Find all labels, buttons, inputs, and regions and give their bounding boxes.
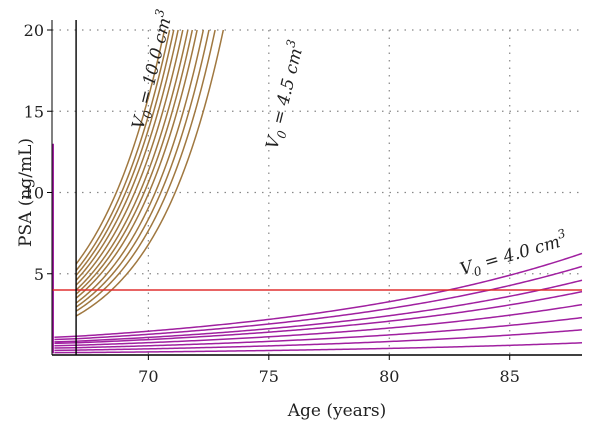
- brown-curve-v0-9.5: [75, 29, 171, 271]
- x-tick-label-2: 80: [379, 367, 399, 386]
- x-tick-label-3: 85: [500, 367, 520, 386]
- purple-curve-v0-2: [54, 303, 583, 347]
- brown-curve-v0-7.5: [75, 29, 189, 291]
- y-axis-label: PSA (ng/mL): [16, 138, 36, 247]
- purple-curve-v0-1.5: [54, 316, 583, 349]
- brown-curve-v0-9: [75, 29, 175, 276]
- y-tick-label-3: 20: [24, 21, 44, 40]
- brown-curve-v0-5.5: [75, 29, 210, 308]
- brown-curve-v0-8: [75, 29, 184, 286]
- x-tick-label-0: 70: [138, 367, 158, 386]
- brown-curve-v0-8.5: [75, 29, 179, 281]
- annotation-v0-1: V0 = 4.5 cm3: [259, 38, 312, 152]
- brown-curve-v0-6: [75, 29, 205, 304]
- axes: [47, 20, 582, 360]
- brown-curve-v0-4.5: [75, 29, 225, 317]
- y-tick-label-1: 10: [24, 184, 44, 203]
- purple-curve-v0-1: [54, 329, 583, 352]
- purple-curve-v0-3: [54, 279, 583, 343]
- brown-curve-v0-5: [75, 29, 216, 312]
- x-tick-label-1: 75: [259, 367, 279, 386]
- purple-curve-v0-0.5: [54, 342, 583, 354]
- x-axis-label: Age (years): [287, 401, 387, 421]
- purple-curve-v0-4: [54, 252, 583, 338]
- purple-curve-group: [52, 143, 583, 354]
- y-tick-label-0: 5: [34, 265, 44, 284]
- y-tick-label-2: 15: [24, 102, 44, 121]
- purple-curve-v0-2.5: [54, 290, 583, 345]
- brown-curve-v0-10: [75, 29, 166, 265]
- brown-curve-v0-6.5: [75, 29, 198, 299]
- grid-lines: [52, 29, 582, 355]
- tick-labels: 70 75 80 85 5 10 15 20: [24, 21, 520, 386]
- purple-curve-v0-3.5: [54, 265, 583, 341]
- brown-curve-group: [75, 29, 225, 317]
- brown-curve-v0-7: [75, 29, 194, 295]
